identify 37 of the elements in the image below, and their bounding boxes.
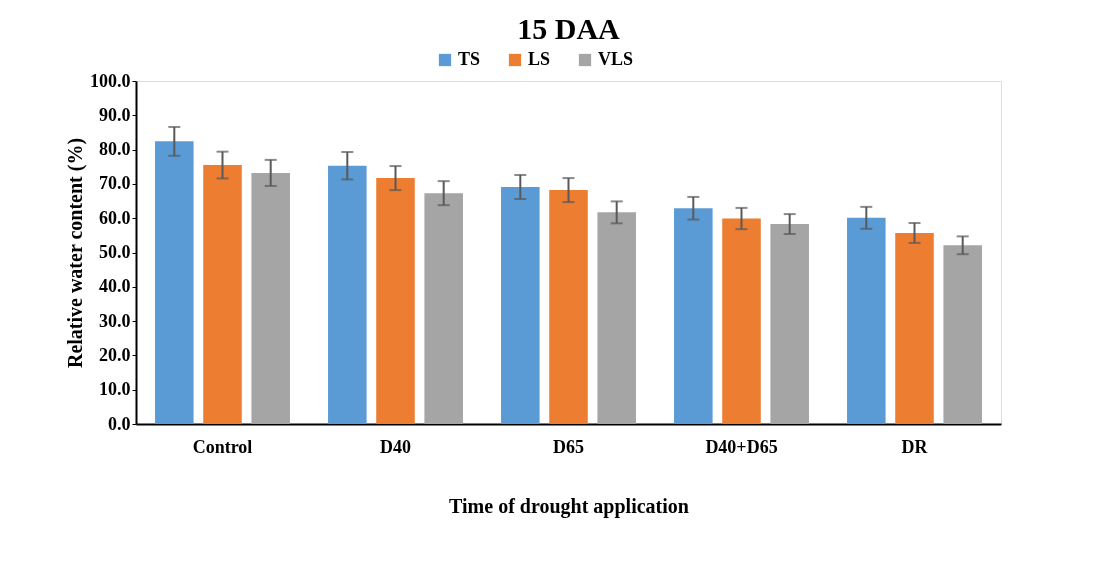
bar	[328, 165, 367, 424]
y-tick-label: 70.0	[99, 173, 131, 194]
y-tick-label: 30.0	[99, 310, 131, 331]
legend-label: LS	[528, 49, 551, 69]
bar	[376, 178, 415, 424]
y-tick-label: 50.0	[99, 242, 131, 262]
bar	[847, 217, 886, 424]
bar	[722, 218, 761, 424]
y-tick-label: 20.0	[99, 344, 131, 365]
x-axis-title: Time of drought application	[449, 494, 689, 518]
x-tick-label: Control	[192, 436, 253, 457]
y-tick-label: 100.0	[90, 70, 131, 91]
y-tick-label: 10.0	[99, 379, 131, 400]
bar	[770, 224, 809, 424]
bar	[203, 165, 242, 424]
x-tick-label: D40+D65	[705, 436, 778, 457]
y-tick-label: 40.0	[99, 276, 131, 297]
bar	[155, 141, 194, 424]
legend-label: TS	[458, 49, 481, 69]
bar	[597, 212, 636, 424]
bar	[251, 172, 290, 424]
bar	[501, 186, 540, 424]
bar	[895, 232, 934, 424]
legend-label: VLS	[598, 49, 634, 69]
x-tick-label: D40	[380, 436, 411, 457]
bar	[674, 208, 713, 424]
y-tick-label: 90.0	[99, 104, 131, 125]
x-tick-label: D65	[553, 436, 584, 457]
y-tick-label: 0.0	[108, 413, 131, 434]
y-tick-label: 60.0	[99, 207, 131, 228]
chart-title: 15 DAA	[517, 12, 621, 45]
bar	[549, 190, 588, 424]
x-tick-label: DR	[901, 436, 929, 457]
bar	[424, 193, 463, 424]
y-axis-title: Relative water content (%)	[64, 137, 87, 369]
y-tick-label: 80.0	[99, 139, 131, 160]
bar	[943, 245, 982, 424]
